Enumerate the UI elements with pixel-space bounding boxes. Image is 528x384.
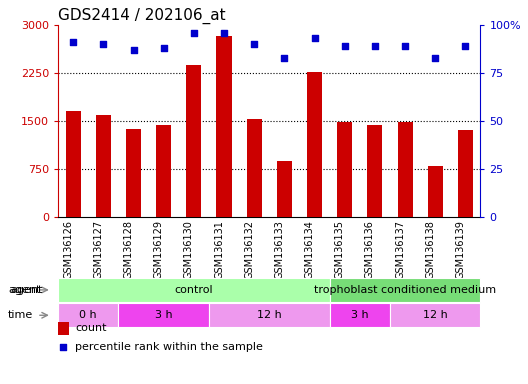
Text: agent: agent <box>8 285 40 295</box>
Point <box>401 43 409 49</box>
Bar <box>126 129 141 217</box>
Text: percentile rank within the sample: percentile rank within the sample <box>75 342 263 352</box>
Point <box>220 30 228 36</box>
Text: time: time <box>8 310 33 320</box>
Text: GSM136139: GSM136139 <box>455 220 465 279</box>
Text: GSM136126: GSM136126 <box>63 220 73 279</box>
Bar <box>329 303 390 327</box>
Text: GSM136131: GSM136131 <box>214 220 224 279</box>
Point <box>59 344 68 350</box>
Bar <box>428 166 443 217</box>
Point <box>69 39 78 45</box>
Bar <box>156 126 171 217</box>
Text: 12 h: 12 h <box>257 310 281 320</box>
Point <box>280 55 289 61</box>
Text: GDS2414 / 202106_at: GDS2414 / 202106_at <box>58 7 225 23</box>
Text: control: control <box>175 285 213 295</box>
Bar <box>58 278 329 302</box>
Bar <box>216 36 232 217</box>
Text: GSM136135: GSM136135 <box>335 220 345 279</box>
Text: 3 h: 3 h <box>155 310 173 320</box>
Text: GSM136137: GSM136137 <box>395 220 405 279</box>
Bar <box>58 303 118 327</box>
Point <box>159 45 168 51</box>
Bar <box>186 65 201 217</box>
Text: 12 h: 12 h <box>423 310 448 320</box>
Point <box>129 47 138 53</box>
Text: GSM136138: GSM136138 <box>425 220 435 279</box>
Text: GSM136130: GSM136130 <box>184 220 194 279</box>
Point <box>461 43 469 49</box>
Text: agent: agent <box>11 285 43 295</box>
Text: GSM136132: GSM136132 <box>244 220 254 279</box>
Text: GSM136136: GSM136136 <box>365 220 375 279</box>
Bar <box>96 114 111 217</box>
Bar <box>58 322 69 335</box>
Text: count: count <box>75 323 107 333</box>
Bar <box>247 119 262 217</box>
Text: GSM136133: GSM136133 <box>275 220 285 279</box>
Point <box>250 41 258 47</box>
Bar <box>307 72 322 217</box>
Bar <box>65 111 81 217</box>
Text: GSM136134: GSM136134 <box>305 220 315 279</box>
Point <box>190 30 198 36</box>
Bar <box>337 122 352 217</box>
Point <box>99 41 108 47</box>
Point <box>310 35 319 41</box>
Bar <box>329 278 480 302</box>
Point <box>431 55 439 61</box>
Bar <box>390 303 480 327</box>
Bar <box>458 130 473 217</box>
Bar <box>277 161 292 217</box>
Text: 0 h: 0 h <box>79 310 97 320</box>
Bar <box>209 303 329 327</box>
Bar <box>118 303 209 327</box>
Point <box>371 43 379 49</box>
Text: GSM136128: GSM136128 <box>124 220 134 279</box>
Text: trophoblast conditioned medium: trophoblast conditioned medium <box>314 285 496 295</box>
Bar <box>398 122 412 217</box>
Point <box>341 43 349 49</box>
Text: GSM136127: GSM136127 <box>93 220 103 279</box>
Bar <box>367 126 382 217</box>
Text: GSM136129: GSM136129 <box>154 220 164 279</box>
Text: 3 h: 3 h <box>351 310 369 320</box>
